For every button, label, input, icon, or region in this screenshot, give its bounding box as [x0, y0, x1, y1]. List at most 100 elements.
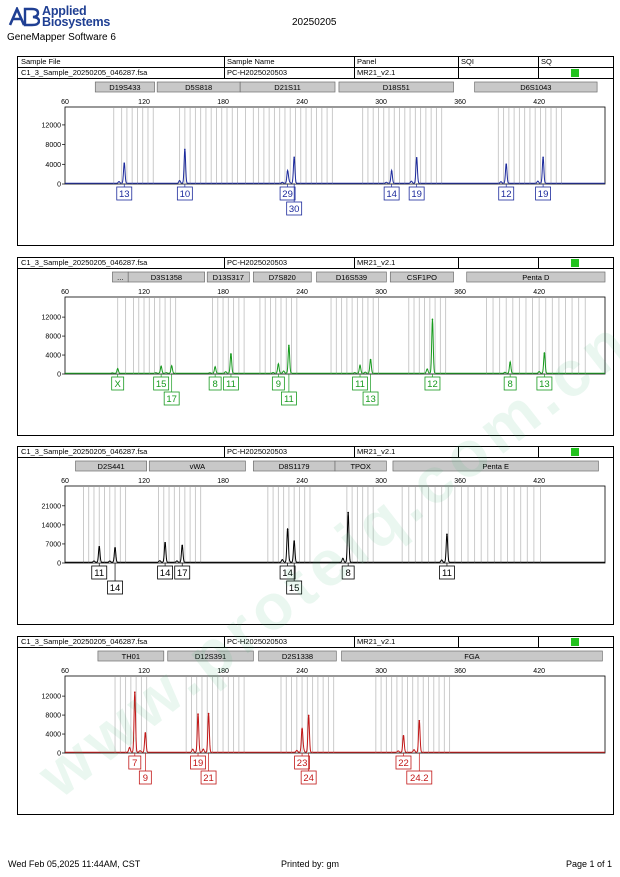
marker-label: FGA [464, 652, 479, 661]
brand-line2: Biosystems [42, 15, 111, 29]
x-tick-label: 360 [454, 478, 466, 485]
peak-apex [277, 363, 280, 366]
marker-label: TH01 [122, 652, 140, 661]
allele-call-box [208, 376, 222, 391]
sample-file: C1_3_Sample_20250205_046287.fsa [21, 637, 148, 646]
marker-label: CSF1PO [407, 273, 437, 282]
allele-call-box [535, 186, 551, 201]
marker-bar [392, 460, 599, 472]
allele-call-box [107, 580, 123, 595]
sample-file: C1_3_Sample_20250205_046287.fsa [21, 258, 148, 267]
allele-call-box [281, 391, 297, 406]
marker-label: TPOX [350, 462, 370, 471]
brand-line1: Applied [42, 4, 87, 18]
panel-name: MR21_v2.1 [357, 68, 396, 77]
allele-call-label: 19 [538, 189, 549, 200]
peak-apex [543, 352, 546, 354]
x-tick-label: 180 [217, 478, 229, 485]
allele-call-label: 9 [276, 379, 281, 390]
allele-call-box [383, 186, 400, 201]
allele-call-box [294, 755, 310, 770]
peak-apex [431, 318, 434, 321]
peak-apex [98, 546, 101, 548]
allele-call-box [223, 376, 239, 391]
marker-bar [252, 271, 312, 283]
marker-bar [206, 271, 250, 283]
plot-frame [64, 106, 606, 185]
marker-bar [167, 650, 254, 662]
allele-call-box [176, 186, 193, 201]
col-sqi: SQI [461, 57, 474, 66]
peak-apex [307, 714, 310, 717]
x-tick-label: 300 [375, 478, 387, 485]
allele-call-label: 9 [143, 773, 148, 784]
allele-call-label: 8 [346, 568, 351, 579]
x-tick-label: 60 [61, 478, 69, 485]
electropherogram-panel-black: C1_3_Sample_20250205_046287.fsa PC-H2025… [17, 446, 614, 625]
peak-apex [230, 353, 232, 355]
sq-status-indicator [571, 69, 579, 77]
allele-call-box [362, 391, 379, 406]
peak-apex [415, 157, 418, 159]
allele-call-label: 11 [226, 379, 236, 390]
peak-apex [164, 542, 166, 544]
marker-bar [148, 460, 246, 472]
allele-call-box [300, 770, 317, 785]
allele-call-label: 21 [203, 773, 214, 784]
y-tick-label: 0 [57, 751, 61, 758]
allele-call-box [91, 565, 108, 580]
allele-call-box [395, 755, 412, 770]
page-number: Page 1 of 1 [566, 859, 613, 869]
allele-call-label: 10 [180, 189, 191, 200]
allele-call-box [190, 755, 206, 770]
marker-label: D8S1179 [279, 462, 310, 471]
x-tick-label: 420 [533, 668, 545, 675]
sample-name: PC-H2025020503 [227, 637, 288, 646]
peak-apex [160, 366, 162, 368]
allele-call-box [279, 186, 296, 201]
peak-apex [390, 170, 393, 172]
electropherogram-chart-black: D2S441 vWA D8S1179 TPOX Penta E 60 120 180 240 30… [42, 460, 606, 595]
allele-call-label: 14 [282, 568, 293, 579]
x-tick-label: 60 [61, 99, 69, 106]
marker-label: D21S11 [274, 83, 301, 92]
app-title: GeneMapper Software 6 [7, 32, 116, 43]
peak-apex [214, 366, 216, 369]
marker-label: D12S391 [195, 652, 226, 661]
allele-call-label: 24.2 [410, 773, 429, 784]
x-tick-label: 300 [375, 668, 387, 675]
printed-at: Wed Feb 05,2025 11:44AM, CST [8, 859, 141, 869]
y-tick-label: 8000 [45, 713, 61, 720]
plot-frame [64, 485, 606, 564]
allele-call-box [408, 186, 425, 201]
marker-bar [94, 81, 155, 93]
y-tick-label: 0 [57, 182, 61, 189]
allele-call-box [128, 755, 142, 770]
marker-bar [334, 460, 387, 472]
sq-status-indicator [571, 259, 579, 267]
col-panel: Panel [357, 57, 377, 66]
allele-call-label: 8 [508, 379, 513, 390]
allele-call-label: 23 [297, 758, 308, 769]
allele-call-box [498, 186, 515, 201]
signal-trace [65, 691, 605, 753]
panel-name: MR21_v2.1 [357, 258, 396, 267]
allele-call-label: 15 [289, 583, 300, 594]
x-tick-label: 120 [138, 668, 150, 675]
sample-row: C1_3_Sample_20250205_046287.fsa PC-H2025… [18, 258, 613, 269]
peak-apex [288, 344, 290, 347]
marker-label: ... [117, 273, 123, 282]
plot-frame [64, 296, 606, 375]
peak-apex [116, 368, 119, 371]
sample-name: PC-H2025020503 [227, 447, 288, 456]
marker-label: D3S1358 [151, 273, 182, 282]
peak-apex [402, 735, 405, 737]
col-sample-name: Sample Name [227, 57, 275, 66]
allele-call-label: 7 [132, 758, 137, 769]
allele-call-box [503, 376, 517, 391]
allele-call-label: 29 [282, 189, 293, 200]
marker-bar [75, 460, 148, 472]
allele-call-box [406, 770, 433, 785]
peak-apex [286, 528, 289, 531]
